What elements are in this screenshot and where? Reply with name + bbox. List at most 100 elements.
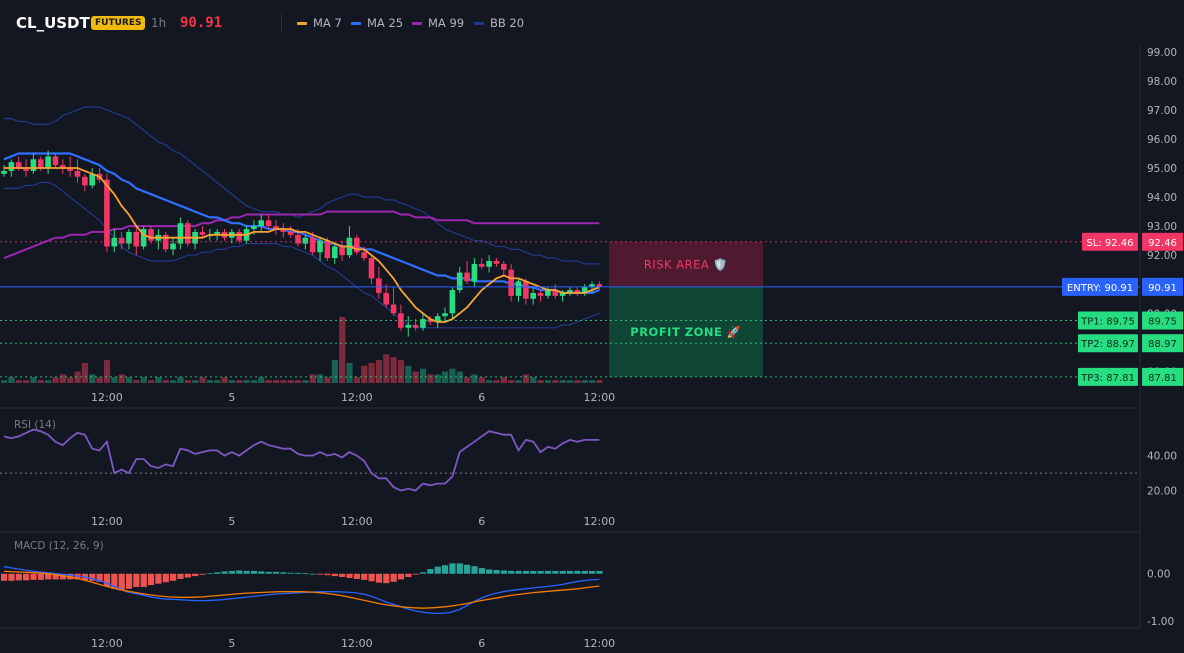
candle (501, 260, 507, 276)
candle (567, 287, 573, 296)
candle (111, 229, 118, 253)
signal-line (3, 570, 600, 609)
candle (530, 287, 536, 305)
candle (170, 237, 176, 256)
symbol-name[interactable]: CL_USDT (16, 14, 90, 32)
volume-bar (405, 365, 412, 383)
macd-histogram-bar (405, 573, 412, 578)
volume-bar (250, 380, 258, 383)
macd-histogram-bar (118, 573, 125, 591)
ma25-swatch (351, 21, 361, 25)
sl-tag-label: SL: 92.46 (1086, 238, 1133, 249)
candle (508, 263, 514, 302)
macd-histogram-bar (148, 573, 155, 586)
legend-bb20[interactable]: BB 20 (474, 16, 524, 30)
time-tick-label: 12:00 (91, 515, 123, 528)
candle-body (390, 304, 397, 314)
time-tick-label: 5 (228, 391, 235, 404)
volume-bar (596, 380, 603, 383)
macd-histogram-bar (125, 573, 133, 589)
rsi-title: RSI (14) (14, 419, 56, 431)
macd-histogram-bar (170, 573, 177, 581)
candle-body (170, 243, 176, 250)
macd-histogram-bar (412, 573, 419, 575)
candle (192, 229, 198, 250)
macd-histogram-bar (184, 573, 191, 578)
candle (596, 281, 603, 291)
macd-histogram-bar (250, 570, 258, 574)
macd-histogram-bar (221, 571, 228, 574)
macd-histogram-bar (96, 573, 103, 582)
macd-histogram-bar (368, 573, 375, 582)
volume-bar (52, 377, 59, 383)
macd-histogram-bar (30, 573, 37, 580)
volume-bar (317, 374, 324, 383)
candle (368, 255, 375, 285)
candle-body (214, 231, 220, 235)
macd-histogram-bar (162, 573, 169, 583)
volume-bar (390, 357, 397, 383)
macd-histogram-bar (1, 573, 8, 581)
time-tick-label: 12:00 (583, 515, 615, 528)
candle-body (280, 229, 287, 232)
tp-tag (1078, 334, 1138, 353)
tp-axis-value: 87.81 (1148, 373, 1177, 384)
volume-bar (30, 377, 37, 383)
candle-body (89, 173, 95, 186)
volume-bar (383, 354, 390, 383)
volume-bar (192, 380, 199, 383)
candle (464, 260, 470, 285)
legend-ma7[interactable]: MA 7 (297, 16, 342, 30)
candle-body (501, 263, 507, 270)
legend-ma25[interactable]: MA 25 (351, 16, 403, 30)
candle-body (478, 263, 485, 267)
volume-bar (133, 380, 140, 383)
candle (236, 229, 242, 244)
timeframe-label[interactable]: 1h (151, 16, 167, 30)
tp-axis-tag (1142, 311, 1183, 330)
volume-bar (89, 374, 96, 383)
candle (133, 226, 140, 256)
price-tick-label: 96.00 (1147, 134, 1177, 146)
volume-bar (302, 380, 309, 383)
candle (405, 316, 412, 337)
candle-body (596, 284, 603, 287)
futures-badge: FUTURES (91, 16, 146, 30)
volume-bar (537, 380, 544, 383)
volume-bar (339, 317, 346, 383)
candle-body (104, 179, 110, 247)
volume-bar (74, 371, 81, 383)
candle-body (449, 290, 456, 314)
candle-body (456, 272, 463, 291)
candle (60, 159, 66, 174)
macd-histogram-bar (486, 569, 493, 574)
macd-histogram-bar (103, 573, 111, 587)
candle (1, 165, 7, 177)
bb-lower-line (4, 181, 600, 329)
volume-bar (155, 377, 162, 383)
candle (354, 234, 360, 256)
macd-histogram-bar (111, 573, 118, 589)
volume-bar (287, 380, 294, 383)
candle (89, 168, 95, 189)
candle (67, 156, 73, 177)
entry-axis-tag (1142, 277, 1183, 296)
legend-ma99[interactable]: MA 99 (412, 16, 464, 30)
volume-bar (23, 380, 30, 383)
macd-histogram-bar (45, 573, 52, 580)
volume-bar (419, 368, 427, 383)
candle-body (236, 231, 242, 241)
sl-axis-tag (1142, 232, 1183, 251)
volume-bar (206, 380, 213, 383)
legend-ma7-label: MA 7 (313, 16, 342, 30)
candle-body (37, 159, 44, 169)
macd-histogram-bar (177, 573, 184, 579)
macd-histogram-bar (37, 573, 44, 580)
macd-histogram-bar (566, 570, 574, 574)
candle-body (376, 278, 382, 293)
volume-bar (111, 377, 118, 383)
candle (287, 226, 294, 238)
volume-bar (8, 377, 15, 383)
ma7-swatch (297, 21, 307, 25)
